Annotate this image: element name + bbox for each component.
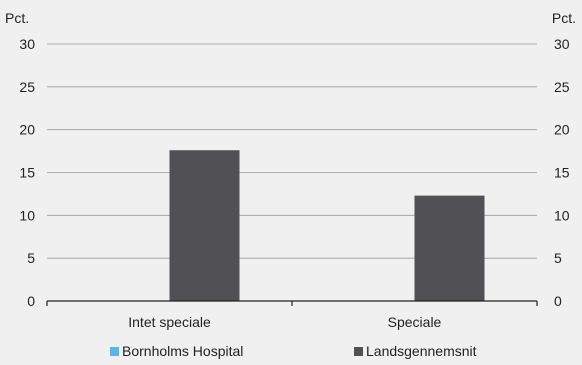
x-category-label: Speciale	[388, 314, 442, 330]
legend-swatch-landsgennemsnit	[354, 346, 363, 356]
legend-label-landsgennemsnit: Landsgennemsnit	[366, 343, 477, 359]
bar	[169, 150, 240, 301]
axes	[46, 300, 538, 306]
y-axis-unit-right: Pct.	[552, 10, 576, 26]
legend-label-bornholms: Bornholms Hospital	[122, 343, 244, 359]
legend-item-landsgennemsnit: Landsgennemsnit	[354, 343, 477, 359]
legend-item-bornholms: Bornholms Hospital	[110, 343, 243, 359]
y-tick-label-left: 10	[19, 207, 35, 223]
y-tick-label-right: 30	[554, 36, 570, 52]
y-tick-label-right: 0	[554, 293, 562, 309]
y-tick-label-right: 20	[554, 122, 570, 138]
y-tick-label-right: 15	[554, 165, 570, 181]
y-tick-label-right: 5	[554, 250, 562, 266]
y-tick-label-left: 5	[27, 250, 35, 266]
y-tick-label-left: 15	[19, 165, 35, 181]
y-tick-labels-left: 0 5 10 15 20 25 30	[19, 36, 35, 309]
y-tick-labels-right: 0 5 10 15 20 25 30	[554, 36, 570, 309]
y-tick-label-right: 25	[554, 79, 570, 95]
y-tick-label-right: 10	[554, 207, 570, 223]
y-tick-label-left: 0	[27, 293, 35, 309]
bar	[414, 195, 485, 301]
y-tick-label-left: 20	[19, 122, 35, 138]
category-labels: Intet speciale Speciale	[128, 314, 441, 330]
y-tick-label-left: 30	[19, 36, 35, 52]
y-tick-label-left: 25	[19, 79, 35, 95]
bars	[169, 150, 485, 301]
legend-swatch-bornholms	[110, 346, 119, 356]
y-axis-unit-left: Pct.	[5, 10, 29, 26]
x-category-label: Intet speciale	[128, 314, 211, 330]
